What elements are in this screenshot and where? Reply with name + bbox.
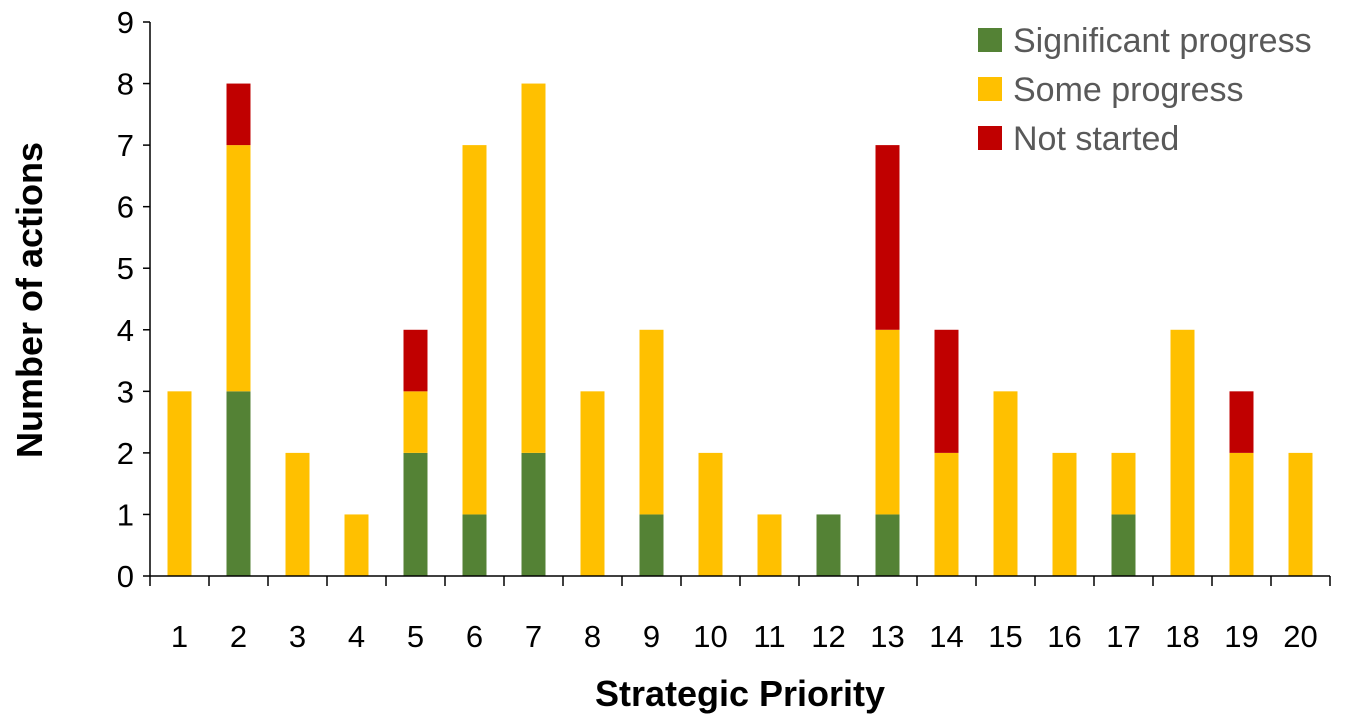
bar-some-progress-10 bbox=[698, 452, 723, 576]
legend-label-not-started: Not started bbox=[1013, 120, 1179, 158]
y-tick-label-1: 1 bbox=[117, 497, 134, 532]
x-tick-label-5: 5 bbox=[407, 619, 424, 654]
bar-some-progress-17 bbox=[1111, 452, 1136, 515]
bar-not-started-5 bbox=[403, 329, 428, 392]
bar-significant-progress-13 bbox=[875, 514, 900, 576]
x-tick-label-7: 7 bbox=[525, 619, 542, 654]
legend: Significant progress Some progress Not sta… bbox=[978, 22, 1312, 158]
x-tick-label-20: 20 bbox=[1283, 619, 1317, 654]
bar-some-progress-4 bbox=[344, 514, 369, 576]
bar-not-started-13 bbox=[875, 145, 900, 330]
x-tick-label-10: 10 bbox=[693, 619, 727, 654]
x-tick-labels: 1 2 3 4 5 6 7 8 9 10 11 12 13 14 15 16 17 18 19 20 bbox=[171, 619, 1318, 654]
bar-some-progress-6 bbox=[462, 145, 487, 515]
bar-some-progress-5 bbox=[403, 391, 428, 453]
bar-not-started-19 bbox=[1229, 391, 1254, 453]
x-tick-label-3: 3 bbox=[289, 619, 306, 654]
bar-some-progress-7 bbox=[521, 83, 546, 453]
legend-swatch-some-progress bbox=[978, 77, 1002, 101]
legend-swatch-significant-progress bbox=[978, 28, 1002, 52]
bar-some-progress-20 bbox=[1288, 452, 1313, 576]
bar-some-progress-9 bbox=[639, 329, 664, 515]
legend-label-some-progress: Some progress bbox=[1013, 71, 1244, 109]
y-tick-label-0: 0 bbox=[117, 559, 134, 594]
bar-significant-progress-9 bbox=[639, 514, 664, 576]
x-axis-title: Strategic Priority bbox=[595, 673, 885, 714]
legend-swatch-not-started bbox=[978, 126, 1002, 150]
y-axis-title: Number of actions bbox=[9, 142, 50, 458]
x-tick-label-2: 2 bbox=[230, 619, 247, 654]
legend-label-significant-progress: Significant progress bbox=[1013, 22, 1312, 60]
y-tick-labels: 0 1 2 3 4 5 6 7 8 9 bbox=[117, 5, 134, 594]
x-tick-label-13: 13 bbox=[870, 619, 904, 654]
bar-not-started-14 bbox=[934, 329, 959, 453]
y-tick-label-2: 2 bbox=[117, 436, 134, 471]
x-tick-label-6: 6 bbox=[466, 619, 483, 654]
bars-layer bbox=[167, 83, 1313, 576]
x-tick-label-17: 17 bbox=[1106, 619, 1140, 654]
bar-some-progress-14 bbox=[934, 452, 959, 576]
x-tick-label-16: 16 bbox=[1047, 619, 1081, 654]
bar-some-progress-8 bbox=[580, 391, 605, 576]
bar-significant-progress-17 bbox=[1111, 514, 1136, 576]
y-tick-label-6: 6 bbox=[117, 190, 134, 225]
bar-significant-progress-7 bbox=[521, 452, 546, 576]
y-tick-label-5: 5 bbox=[117, 251, 134, 286]
bar-some-progress-2 bbox=[226, 145, 251, 392]
bar-some-progress-19 bbox=[1229, 452, 1254, 576]
x-tick-label-19: 19 bbox=[1224, 619, 1258, 654]
y-tick-label-4: 4 bbox=[117, 313, 134, 348]
bar-significant-progress-12 bbox=[816, 514, 841, 576]
bar-some-progress-13 bbox=[875, 329, 900, 515]
bar-some-progress-1 bbox=[167, 391, 192, 576]
bar-significant-progress-6 bbox=[462, 514, 487, 576]
bar-some-progress-16 bbox=[1052, 452, 1077, 576]
y-tick-label-3: 3 bbox=[117, 374, 134, 409]
bar-significant-progress-2 bbox=[226, 391, 251, 576]
y-tick-label-9: 9 bbox=[117, 5, 134, 40]
x-tick-label-11: 11 bbox=[753, 619, 785, 654]
x-tick-label-14: 14 bbox=[929, 619, 963, 654]
bar-not-started-2 bbox=[226, 83, 251, 146]
y-tick-label-7: 7 bbox=[117, 128, 134, 163]
x-tick-label-1: 1 bbox=[171, 619, 188, 654]
x-tick-label-9: 9 bbox=[643, 619, 660, 654]
axes-layer bbox=[143, 21, 1331, 586]
bar-some-progress-3 bbox=[285, 452, 310, 576]
x-tick-label-12: 12 bbox=[811, 619, 845, 654]
bar-some-progress-11 bbox=[757, 514, 782, 576]
bar-some-progress-15 bbox=[993, 391, 1018, 576]
bar-some-progress-18 bbox=[1170, 329, 1195, 576]
bar-significant-progress-5 bbox=[403, 452, 428, 576]
y-tick-label-8: 8 bbox=[117, 67, 134, 102]
x-tick-label-4: 4 bbox=[348, 619, 365, 654]
x-tick-label-18: 18 bbox=[1165, 619, 1199, 654]
x-tick-label-8: 8 bbox=[584, 619, 601, 654]
x-tick-label-15: 15 bbox=[988, 619, 1022, 654]
